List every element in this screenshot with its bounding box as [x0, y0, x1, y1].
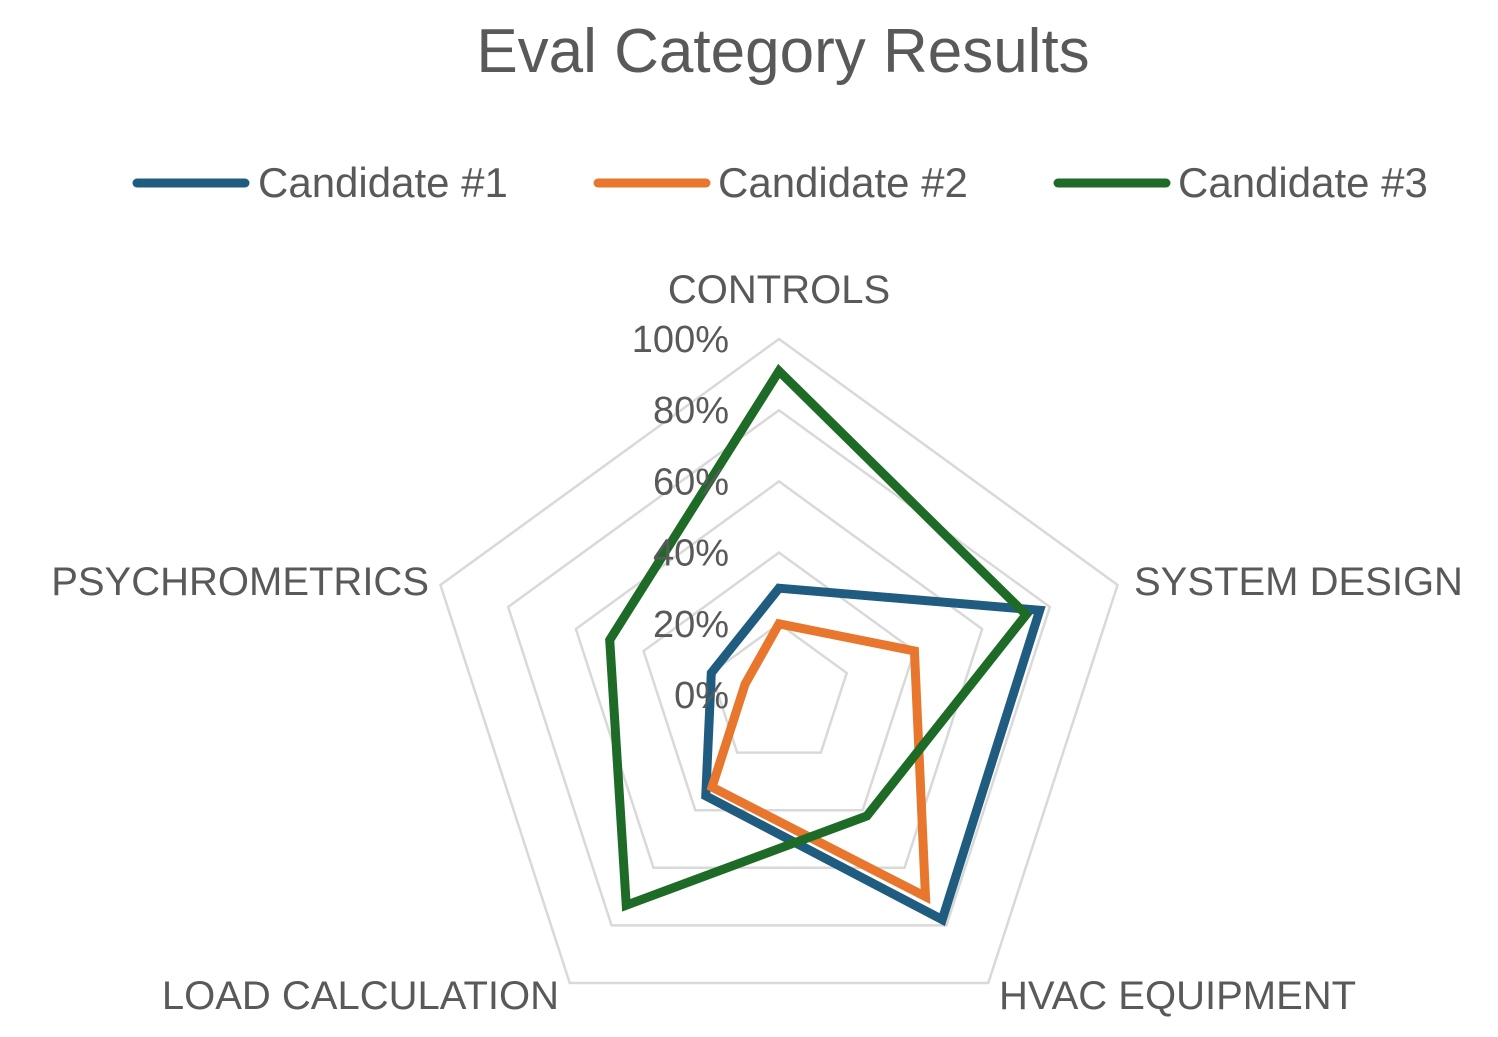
- tick-label: 20%: [653, 604, 729, 646]
- tick-label: 100%: [632, 319, 729, 361]
- category-labels: CONTROLS SYSTEM DESIGN HVAC EQUIPMENT LOAD …: [51, 268, 1463, 1018]
- radar-series: [605, 363, 1046, 927]
- legend-label-3: Candidate #3: [1178, 159, 1428, 206]
- legend: Candidate #1 Candidate #2 Candidate #3: [132, 159, 1428, 206]
- grid-ring-2: [642, 551, 916, 812]
- legend-label-2: Candidate #2: [718, 159, 968, 206]
- category-label: CONTROLS: [668, 268, 890, 312]
- category-label: SYSTEM DESIGN: [1134, 560, 1463, 604]
- radar-grid: [438, 337, 1120, 985]
- category-label: LOAD CALCULATION: [162, 974, 559, 1018]
- category-label: PSYCHROMETRICS: [51, 560, 429, 604]
- grid-ring-4: [506, 408, 1052, 927]
- tick-label: 60%: [653, 461, 729, 503]
- legend-label-1: Candidate #1: [258, 159, 508, 206]
- radial-tick-labels: 0% 20% 40% 60% 80% 100%: [632, 319, 729, 717]
- chart-title: Eval Category Results: [476, 17, 1089, 86]
- tick-label: 40%: [653, 533, 729, 575]
- category-label: HVAC EQUIPMENT: [999, 974, 1356, 1018]
- series-line-1: [701, 583, 1046, 927]
- series-line-3: [605, 363, 1033, 912]
- grid-ring-5: [438, 337, 1120, 985]
- tick-label: 0%: [674, 675, 729, 717]
- series-line-2: [706, 618, 931, 905]
- tick-label: 80%: [653, 390, 729, 432]
